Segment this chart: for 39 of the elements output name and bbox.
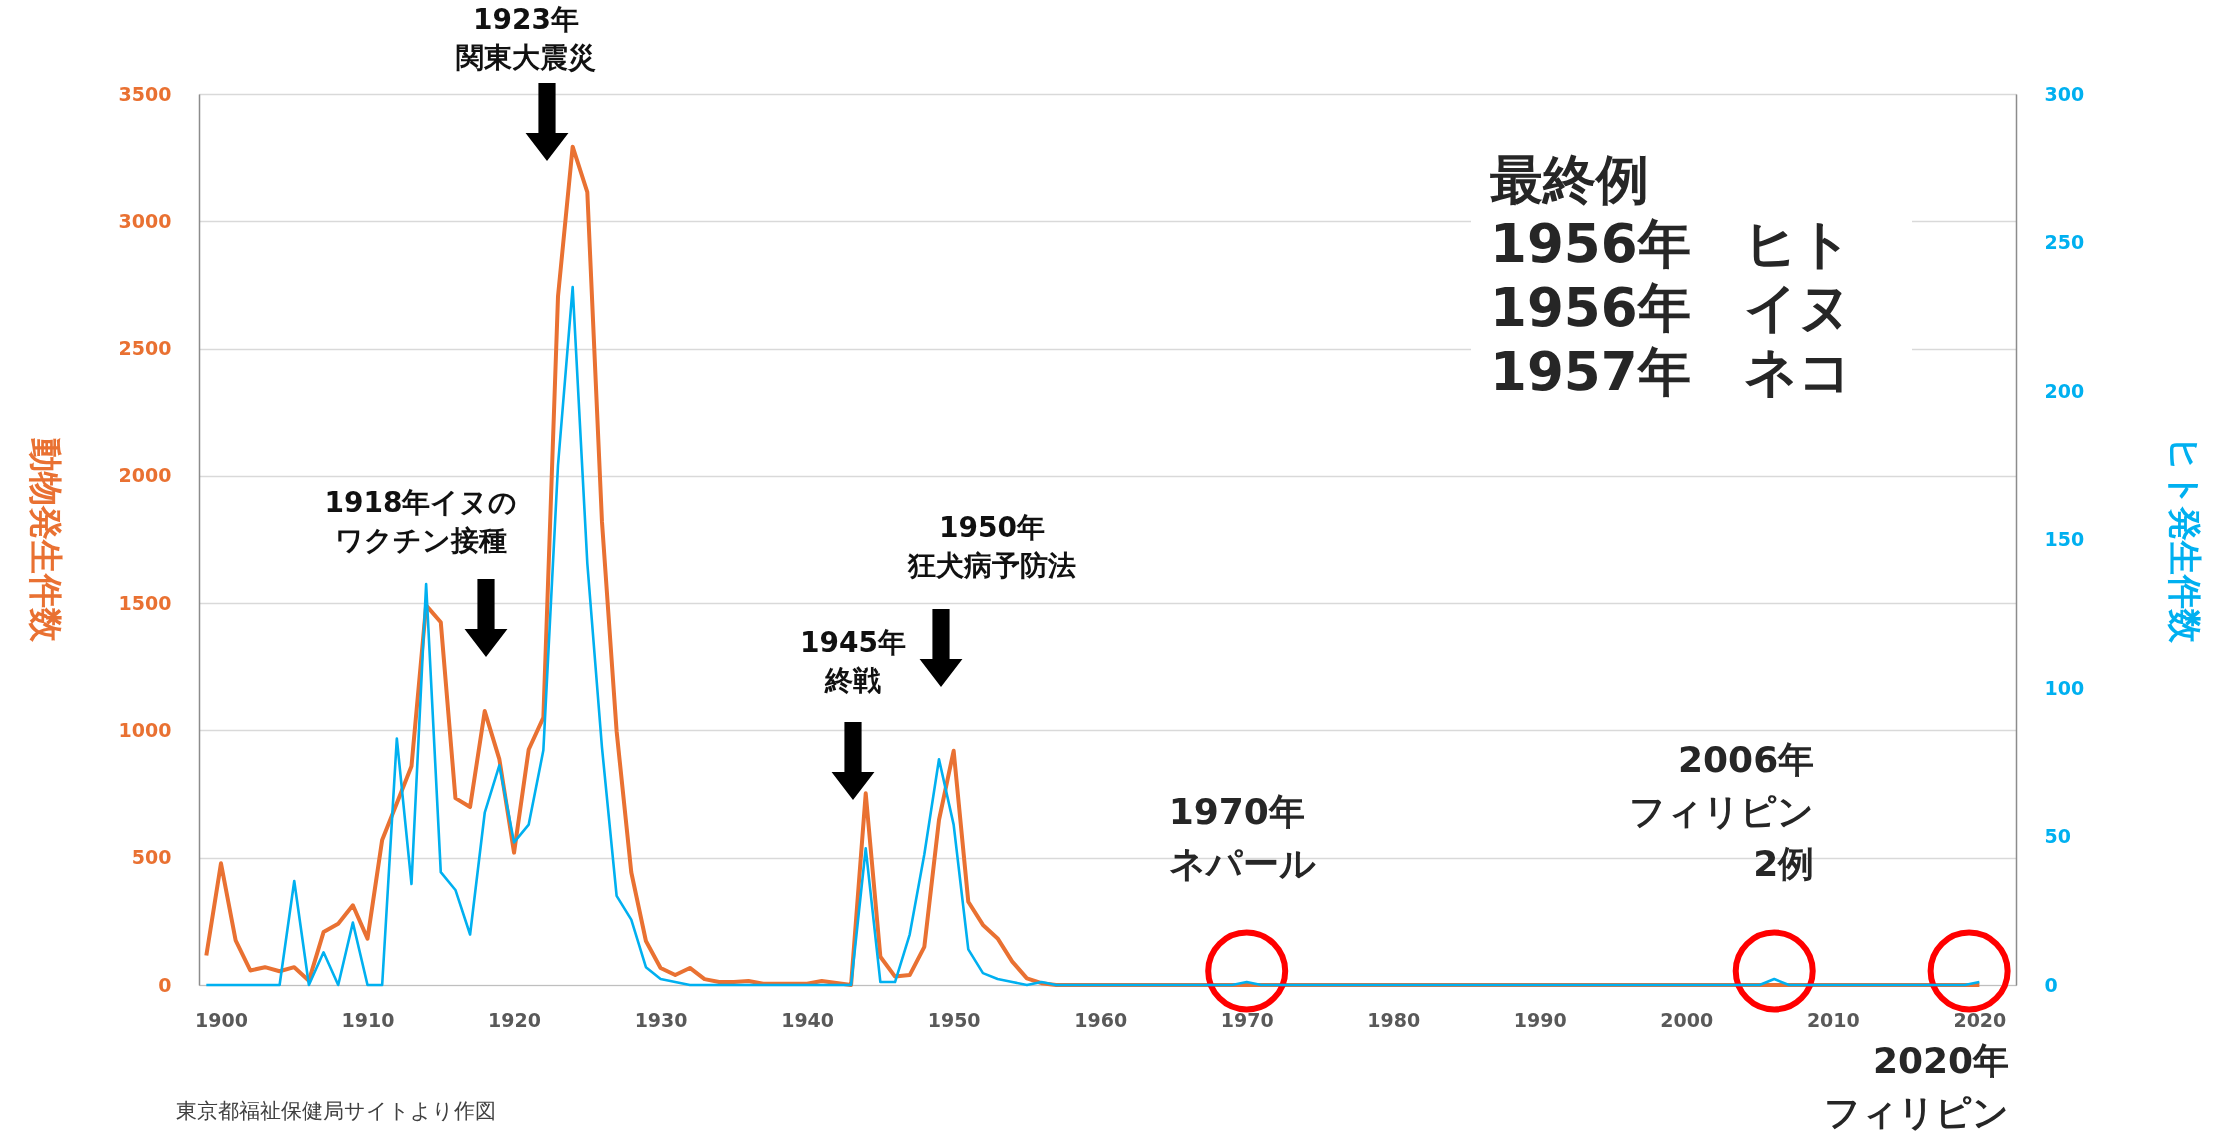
x-tick-label: 1930 <box>634 1008 688 1031</box>
x-tick-label: 2010 <box>1806 1008 1860 1031</box>
x-tick-label: 1950 <box>927 1008 981 1031</box>
y-tick-label: 1500 <box>118 591 172 614</box>
x-tick-label: 1990 <box>1513 1008 1567 1031</box>
text: 1923年関東大震災 <box>456 3 596 74</box>
y2-tick-label: 200 <box>2044 379 2085 402</box>
y-tick-label: 3500 <box>118 82 172 105</box>
x-tick-label: 1900 <box>195 1008 248 1031</box>
annotation: 1950年狂犬病予防法 <box>907 511 1076 582</box>
y-tick-label: 1000 <box>118 718 172 741</box>
y-axis-title: 動物発生件数 <box>25 438 66 643</box>
y2-tick-label: 300 <box>2044 82 2085 105</box>
annotation: 2006年フィリピン2例 <box>1629 739 1815 884</box>
y2-tick-label: 150 <box>2044 528 2085 550</box>
y2-tick-label: 100 <box>2044 676 2085 699</box>
y-tick-label: 2500 <box>118 337 172 360</box>
x-tick-label: 1910 <box>341 1008 395 1031</box>
y-tick-label: 500 <box>131 846 172 869</box>
text: 東京都福祉保健局サイトより作図 <box>176 1099 496 1123</box>
y2-axis-title: ヒト発生件数 <box>2164 437 2205 644</box>
annotation: 1918年イヌのワクチン接種 <box>324 486 518 557</box>
x-tick-label: 1970 <box>1220 1008 1274 1031</box>
x-tick-label: 1980 <box>1367 1008 1421 1031</box>
annotation: 最終例 1956年 ヒト 1956年 イヌ 1957年 ネコ <box>1490 149 1852 402</box>
annotation: 1945年終戦 <box>800 626 906 697</box>
x-tick-label: 2020 <box>1953 1008 2007 1031</box>
y2-tick-label: 0 <box>2044 973 2058 996</box>
y-tick-label: 0 <box>158 973 172 996</box>
annotation: 1970年ネパール <box>1168 791 1316 884</box>
x-tick-label: 1960 <box>1074 1008 1128 1031</box>
x-tick-label: 2000 <box>1660 1008 1714 1031</box>
y2-tick-label: 50 <box>2044 825 2071 847</box>
x-tick-label: 1940 <box>781 1008 835 1031</box>
x-tick-label: 1920 <box>488 1008 541 1031</box>
annotation: 2020年フィリピン <box>1824 1040 2010 1133</box>
y2-tick-label: 250 <box>2044 231 2085 253</box>
y-tick-label: 3000 <box>118 209 172 232</box>
y-tick-label: 2000 <box>118 464 172 487</box>
